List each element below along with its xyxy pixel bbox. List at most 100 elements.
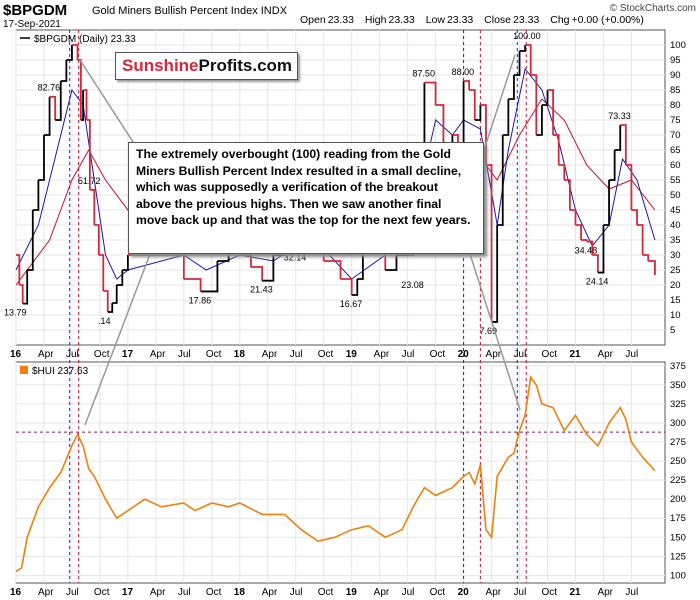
symbol: $BPGDM: [3, 2, 68, 19]
bpgdm-price-segment: [103, 290, 109, 312]
bpgdm-y-tick-label: 15: [670, 295, 681, 306]
chg-value: +0.00 (+0.00%): [571, 14, 644, 26]
hui-x-tick-label: Jul: [402, 587, 415, 598]
hui-x-tick-label: Jul: [290, 587, 303, 598]
exchange: INDX: [260, 5, 288, 17]
hui-x-tick-label: Apr: [262, 587, 278, 598]
hui-x-tick-label: 18: [234, 587, 246, 598]
bpgdm-price-segment: [530, 74, 538, 135]
bpgdm-price-segment: [541, 90, 549, 106]
bpgdm-price-segment: [323, 260, 342, 279]
bpgdm-x-tick-label: Apr: [486, 349, 502, 360]
bpgdm-price-segment: [94, 224, 100, 255]
hui-x-tick-label: Apr: [38, 587, 54, 598]
bpgdm-price-segment: [77, 59, 82, 120]
close-label: Close: [484, 14, 512, 26]
bpgdm-price-segment: [513, 51, 521, 76]
bpgdm-y-tick-label: 100: [670, 40, 686, 51]
bpgdm-price-segment: [38, 135, 45, 181]
close-value: 23.33: [513, 14, 540, 26]
low-value: 23.33: [446, 14, 474, 26]
bpgdm-x-tick-label: Jul: [290, 349, 303, 360]
bpgdm-x-tick-label: Oct: [542, 349, 558, 360]
bpgdm-price-segment: [239, 254, 252, 267]
bpgdm-price-segment: [122, 255, 129, 271]
hui-x-tick-label: 21: [569, 587, 581, 598]
bpgdm-price-segment: [564, 179, 571, 210]
bpgdm-y-tick-label: 85: [670, 85, 681, 96]
bpgdm-y-tick-label: 45: [670, 205, 681, 216]
bpgdm-x-tick-label: Jul: [66, 349, 79, 360]
ohlc-readout: Open 23.33 High 23.33 Low 23.33 Close 23.33 …: [300, 14, 652, 26]
bpgdm-price-segment: [637, 224, 644, 255]
bpgdm-price-segment: [474, 105, 482, 121]
hui-x-tick-label: 16: [10, 587, 22, 598]
hui-y-tick-label: 150: [670, 532, 686, 543]
hui-y-tick-label: 175: [670, 513, 686, 524]
bpgdm-y-tick-label: 50: [670, 190, 681, 201]
bpgdm-x-tick-label: Apr: [38, 349, 54, 360]
bpgdm-price-segment: [581, 239, 588, 242]
bpgdm-price-segment: [127, 254, 185, 279]
bpgdm-price-segment: [469, 89, 476, 120]
bpgdm-x-tick-label: Jul: [514, 349, 527, 360]
bpgdm-price-segment: [200, 261, 219, 293]
bpgdm-value-label: .14: [98, 316, 111, 326]
bpgdm-price-segment: [340, 278, 353, 295]
hui-x-tick-label: Apr: [150, 587, 166, 598]
bpgdm-price-segment: [43, 96, 51, 136]
bpgdm-y-tick-label: 60: [670, 160, 681, 171]
hui-x-tick-label: Jul: [625, 587, 638, 598]
bpgdm-y-tick-label: 20: [670, 280, 681, 291]
bpgdm-price-segment: [80, 90, 85, 121]
bpgdm-x-tick-label: 21: [569, 349, 581, 360]
bpgdm-price-segment: [16, 254, 21, 285]
bpgdm-x-tick-label: 19: [346, 349, 358, 360]
high-value: 23.33: [388, 14, 415, 26]
bpgdm-value-label: 7.69: [480, 326, 498, 336]
index-name: Gold Miners Bullish Percent Index INDX: [92, 5, 287, 17]
chart-date: 17-Sep-2021: [3, 19, 61, 30]
bpgdm-y-tick-label: 10: [670, 310, 681, 321]
bpgdm-price-segment: [485, 164, 493, 322]
bpgdm-y-tick-label: 5: [670, 325, 675, 336]
bpgdm-price-segment: [575, 224, 582, 240]
hui-x-tick-label: 20: [458, 587, 470, 598]
bpgdm-price-segment: [592, 254, 599, 273]
bpgdm-y-tick-label: 80: [670, 100, 681, 111]
bpgdm-price-segment: [491, 225, 499, 323]
bpgdm-price-segment: [262, 255, 275, 282]
bpgdm-y-tick-label: 40: [670, 220, 681, 231]
bpgdm-price-segment: [60, 60, 68, 82]
bpgdm-x-tick-label: 17: [122, 349, 134, 360]
hui-y-tick-label: 375: [670, 361, 686, 372]
bpgdm-price-segment: [66, 45, 73, 61]
bpgdm-y-tick-label: 35: [670, 235, 681, 246]
bpgdm-price-segment: [502, 99, 510, 136]
logo-part-1: Sunshine: [122, 56, 199, 75]
hui-y-tick-label: 350: [670, 380, 686, 391]
bpgdm-y-tick-label: 90: [670, 70, 681, 81]
hui-y-tick-label: 125: [670, 551, 686, 562]
hui-x-tick-label: 19: [346, 587, 358, 598]
bpgdm-x-tick-label: Jul: [402, 349, 415, 360]
hui-x-tick-label: Jul: [66, 587, 79, 598]
bpgdm-y-tick-label: 25: [670, 265, 681, 276]
bpgdm-x-tick-label: Apr: [150, 349, 166, 360]
bpgdm-price-segment: [19, 284, 24, 304]
bpgdm-price-segment: [586, 240, 594, 255]
bpgdm-x-tick-label: Apr: [262, 349, 278, 360]
bpgdm-price-segment: [614, 125, 622, 151]
bpgdm-x-tick-label: 18: [234, 349, 246, 360]
hui-x-tick-label: Apr: [486, 587, 502, 598]
bpgdm-price-segment: [497, 135, 504, 226]
bpgdm-price-segment: [620, 124, 627, 165]
hui-y-tick-label: 300: [670, 418, 686, 429]
bpgdm-price-segment: [625, 164, 633, 210]
bpgdm-price-segment: [27, 210, 34, 271]
bpgdm-x-tick-label: Apr: [374, 349, 390, 360]
bpgdm-value-label: 32.14: [284, 253, 307, 263]
bpgdm-price-segment: [631, 209, 638, 225]
bpgdm-x-tick-label: 20: [458, 349, 470, 360]
